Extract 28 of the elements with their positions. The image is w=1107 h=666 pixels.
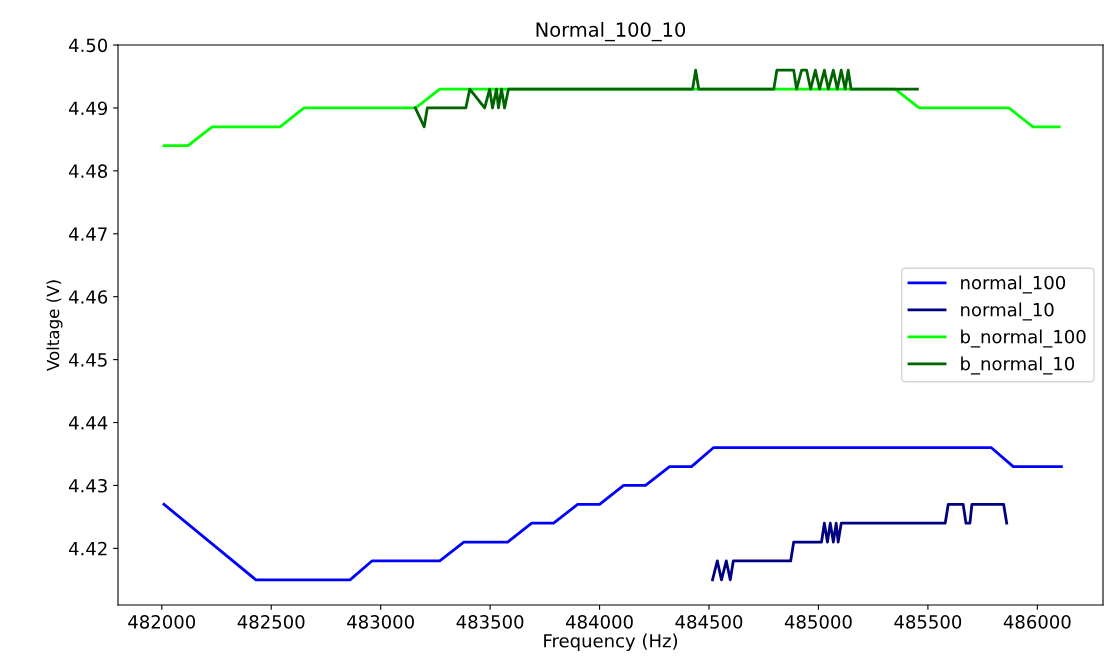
x-tick-label: 485000 — [784, 615, 852, 629]
line-series — [413, 68, 919, 129]
chart-title: Normal_100_10 — [536, 21, 686, 42]
legend-label: normal_100 — [961, 275, 1066, 294]
y-tick-label: 4.45 — [68, 353, 107, 367]
legend-label: b_normal_100 — [961, 329, 1086, 348]
x-tick-label: 483500 — [456, 615, 524, 629]
y-tick-label: 4.44 — [68, 416, 108, 430]
x-tick-label: 485500 — [894, 615, 962, 629]
y-tick-label: 4.48 — [68, 164, 108, 178]
y-axis-title: Voltage (V) — [46, 280, 63, 371]
x-tick-label: 484500 — [675, 615, 743, 629]
x-axis-title: Frequency (Hz) — [544, 633, 678, 652]
y-tick-label: 4.42 — [68, 541, 107, 556]
x-tick-label: 482000 — [128, 615, 196, 629]
y-tick-label: 4.46 — [68, 290, 108, 304]
legend-label: normal_10 — [961, 302, 1054, 321]
x-tick-label: 483000 — [347, 615, 414, 629]
line-series — [162, 446, 1063, 582]
x-tick-label: 482500 — [237, 615, 305, 629]
line-series — [711, 502, 1009, 582]
y-tick-label: 4.49 — [68, 101, 108, 116]
y-tick-label: 4.50 — [68, 38, 108, 53]
y-tick-label: 4.43 — [68, 478, 107, 493]
x-tick-label: 484000 — [565, 615, 633, 629]
legend-label: b_normal_10 — [961, 356, 1075, 375]
x-tick-label: 486000 — [1003, 615, 1071, 629]
y-tick-label: 4.47 — [68, 227, 107, 241]
